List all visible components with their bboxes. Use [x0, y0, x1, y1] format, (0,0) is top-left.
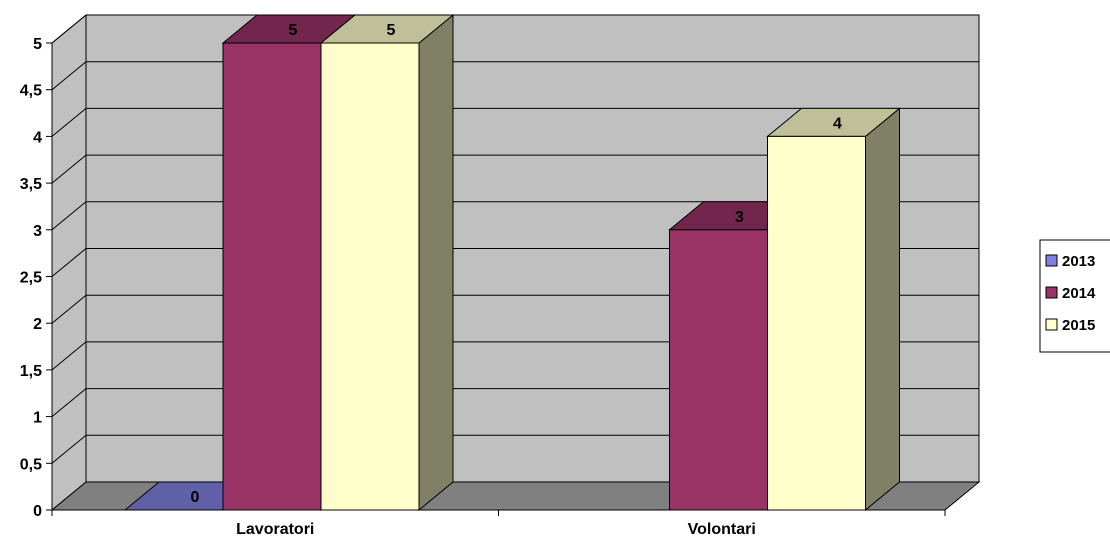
bar-side — [418, 13, 454, 512]
legend-label: 2014 — [1062, 285, 1096, 302]
legend: 2013 2014 2015 — [1039, 239, 1110, 353]
gridline-side — [51, 201, 87, 231]
data-label: 0 — [191, 489, 200, 506]
category-label: Volontari — [688, 521, 756, 538]
data-labels: 0 5 5 3 4 — [191, 22, 843, 506]
y-tick-label: 0 — [33, 503, 42, 520]
category-label: Lavoratori — [236, 521, 314, 538]
gridline-side — [51, 154, 87, 184]
bar-volontari-2015 — [766, 107, 901, 512]
gridline-side — [51, 294, 87, 324]
y-tick-label: 1 — [33, 410, 42, 427]
bar-lavoratori-2015 — [319, 13, 455, 512]
bar-front — [767, 135, 866, 511]
data-label: 4 — [833, 115, 842, 132]
bar-front — [669, 229, 768, 511]
gridline-side — [51, 61, 87, 91]
y-tick-label: 3,5 — [20, 176, 42, 193]
bar-side — [865, 107, 900, 512]
legend-label: 2015 — [1062, 317, 1095, 334]
y-tick-label: 0,5 — [20, 456, 42, 473]
data-label: 5 — [387, 22, 396, 39]
gridline-side — [51, 388, 87, 417]
data-label: 5 — [289, 22, 298, 39]
bar-front — [222, 42, 322, 511]
legend-swatch-2015 — [1045, 318, 1058, 331]
gridline-side — [51, 108, 87, 137]
y-tick-label: 2 — [33, 316, 42, 333]
y-tick-label: 1,5 — [20, 363, 42, 380]
y-tick-label: 4,5 — [20, 83, 42, 100]
gridline-side — [51, 14, 87, 44]
y-tick-label: 5 — [33, 36, 42, 53]
data-label: 3 — [735, 209, 744, 226]
gridline-side — [51, 341, 87, 371]
legend-swatch-2014 — [1045, 286, 1058, 299]
legend-swatch-2013 — [1045, 254, 1058, 267]
y-tick-label: 2,5 — [20, 270, 42, 287]
legend-label: 2013 — [1062, 253, 1095, 270]
y-tick-label: 4 — [33, 129, 42, 146]
gridline-side — [51, 434, 87, 464]
bar-front — [320, 42, 420, 511]
axes: Lavoratori Volontari 0 0,5 1 1,5 2 2,5 3 3,5 4 4,5 5 — [20, 36, 946, 538]
gridline-side — [51, 248, 87, 277]
bars — [123, 13, 901, 512]
y-tick-label: 3 — [33, 223, 42, 240]
